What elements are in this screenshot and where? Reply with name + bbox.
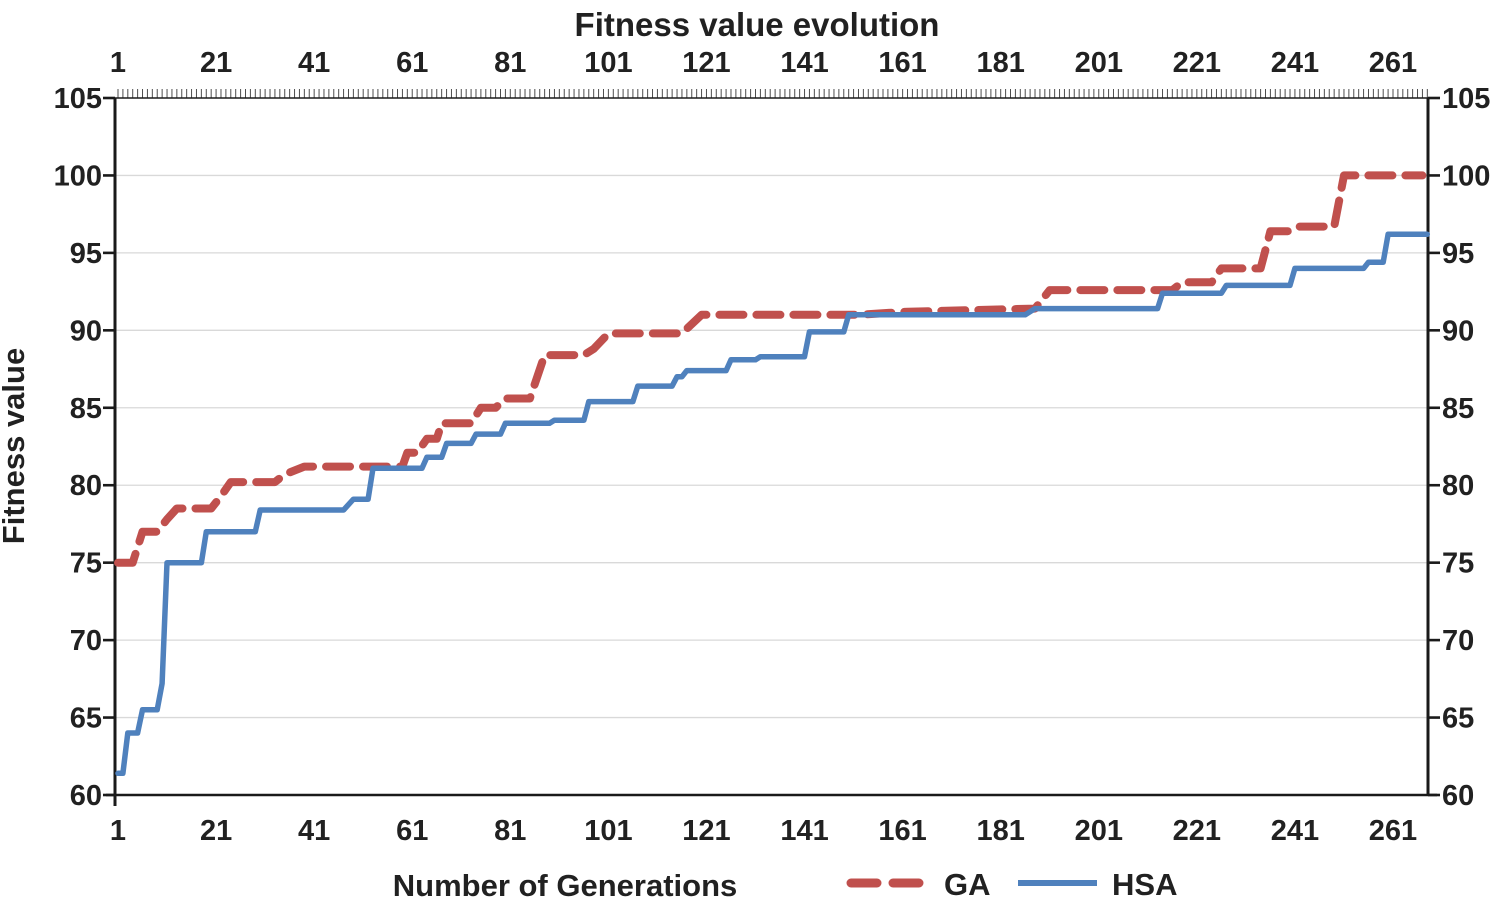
y-axis-title: Fitness value xyxy=(0,348,31,544)
y-tick-label-right: 80 xyxy=(1442,470,1474,502)
x-tick-label-bottom: 181 xyxy=(976,815,1024,847)
y-tick-label-right: 65 xyxy=(1442,703,1474,735)
x-tick-label-top: 121 xyxy=(682,47,730,79)
legend-ga-label: GA xyxy=(944,867,991,902)
x-tick-label-top: 141 xyxy=(780,47,828,79)
x-axis-title: Number of Generations xyxy=(393,868,738,903)
x-tick-label-top: 181 xyxy=(976,47,1024,79)
x-tick-label-top: 1 xyxy=(110,47,126,79)
y-tick-label-left: 105 xyxy=(54,83,102,115)
x-tick-label-bottom: 101 xyxy=(584,815,632,847)
top-minor-ticks xyxy=(117,89,1428,98)
y-tick-label-left: 60 xyxy=(70,780,102,812)
x-tick-label-bottom: 201 xyxy=(1075,815,1123,847)
x-tick-label-bottom: 261 xyxy=(1369,815,1417,847)
gridlines xyxy=(115,174,1428,719)
x-tick-label-top: 21 xyxy=(200,47,232,79)
series-lines xyxy=(114,171,1431,777)
x-tick-label-top: 81 xyxy=(494,47,526,79)
y-tick-label-right: 105 xyxy=(1442,83,1490,115)
legend: GA HSA xyxy=(846,867,1177,902)
x-tick-label-bottom: 141 xyxy=(780,815,828,847)
y-tick-label-right: 90 xyxy=(1442,315,1474,347)
x-tick-label-bottom: 41 xyxy=(298,815,330,847)
y-tick-label-left: 75 xyxy=(70,548,102,580)
x-tick-label-top: 221 xyxy=(1173,47,1221,79)
series-hsa-line xyxy=(115,231,1431,777)
x-tick-label-top: 241 xyxy=(1271,47,1319,79)
x-tick-label-bottom: 241 xyxy=(1271,815,1319,847)
y-tick-label-left: 95 xyxy=(70,238,102,270)
x-tick-label-bottom: 21 xyxy=(200,815,232,847)
x-tick-label-bottom: 61 xyxy=(396,815,428,847)
y-tick-label-left: 100 xyxy=(54,160,102,192)
y-tick-label-right: 85 xyxy=(1442,393,1474,425)
y-tick-label-left: 70 xyxy=(70,625,102,657)
axis-tick-labels: 1121214141616181811011011211211411411611… xyxy=(54,47,1491,847)
x-tick-label-top: 161 xyxy=(878,47,926,79)
x-tick-label-top: 61 xyxy=(396,47,428,79)
axis-tick-marks xyxy=(103,96,1440,797)
y-tick-label-left: 85 xyxy=(70,393,102,425)
y-tick-label-right: 95 xyxy=(1442,238,1474,270)
y-tick-label-left: 80 xyxy=(70,470,102,502)
y-tick-label-right: 100 xyxy=(1442,160,1490,192)
x-tick-label-bottom: 81 xyxy=(494,815,526,847)
x-tick-label-bottom: 1 xyxy=(110,815,126,847)
axes xyxy=(106,97,1437,806)
x-tick-label-top: 201 xyxy=(1075,47,1123,79)
series-ga-line xyxy=(114,171,1427,567)
x-tick-label-bottom: 121 xyxy=(682,815,730,847)
chart-title: Fitness value evolution xyxy=(575,6,940,43)
y-tick-label-left: 90 xyxy=(70,315,102,347)
y-tick-label-left: 65 xyxy=(70,703,102,735)
x-tick-label-bottom: 221 xyxy=(1173,815,1221,847)
y-tick-label-right: 60 xyxy=(1442,780,1474,812)
x-tick-label-top: 261 xyxy=(1369,47,1417,79)
y-tick-label-right: 70 xyxy=(1442,625,1474,657)
x-tick-label-top: 41 xyxy=(298,47,330,79)
x-tick-label-top: 101 xyxy=(584,47,632,79)
legend-hsa-label: HSA xyxy=(1112,867,1177,902)
y-tick-label-right: 75 xyxy=(1442,548,1474,580)
x-tick-label-bottom: 161 xyxy=(878,815,926,847)
